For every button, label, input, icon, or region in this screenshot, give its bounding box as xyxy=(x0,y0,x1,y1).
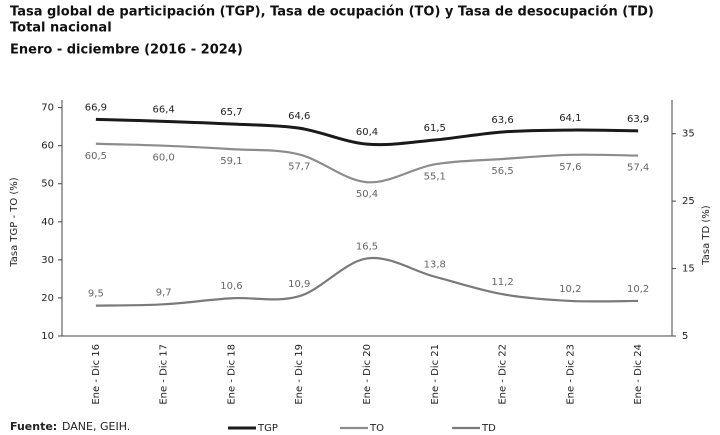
data-label: 50,4 xyxy=(356,189,378,200)
x-tick-label: Ene - Dic 19 xyxy=(294,344,305,405)
data-label: 60,4 xyxy=(356,127,378,138)
data-label: 64,6 xyxy=(288,111,310,122)
data-label: 66,9 xyxy=(85,102,107,113)
y-tick-label: 50 xyxy=(41,179,54,190)
legend-label: TD xyxy=(481,423,496,434)
data-label: 55,1 xyxy=(424,171,446,182)
x-tick-label: Ene - Dic 22 xyxy=(498,344,509,405)
data-label: 10,9 xyxy=(288,279,310,290)
legend-label: TO xyxy=(369,423,384,434)
x-tick-label: Ene - Dic 20 xyxy=(362,344,373,405)
x-tick-label: Ene - Dic 24 xyxy=(633,344,644,405)
y-tick-label: 10 xyxy=(41,331,54,342)
y2-tick-label: 25 xyxy=(682,196,695,207)
y-tick-label: 60 xyxy=(41,141,54,152)
data-label: 13,8 xyxy=(424,260,446,271)
x-tick-label: Ene - Dic 17 xyxy=(159,344,170,405)
data-label: 16,5 xyxy=(356,241,378,252)
chart-title: Tasa global de participación (TGP), Tasa… xyxy=(10,5,654,20)
x-tick-label: Ene - Dic 21 xyxy=(430,344,441,405)
data-label: 9,5 xyxy=(88,289,104,300)
x-tick-label: Ene - Dic 23 xyxy=(565,344,576,405)
data-label: 63,9 xyxy=(627,114,649,125)
x-tick-label: Ene - Dic 16 xyxy=(91,344,102,405)
line-to xyxy=(95,142,639,184)
data-label: 57,7 xyxy=(288,161,310,172)
source-label: Fuente: xyxy=(10,420,57,433)
chart-subtitle: Total nacional xyxy=(10,21,112,36)
data-label: 9,7 xyxy=(156,287,172,298)
source: DANE, GEIH. xyxy=(62,420,130,433)
x-tick-label: Ene - Dic 18 xyxy=(226,344,237,405)
data-label: 57,6 xyxy=(559,162,581,173)
data-label: 10,6 xyxy=(220,281,242,292)
data-label: 63,6 xyxy=(491,115,513,126)
chart-period: Enero - diciembre (2016 - 2024) xyxy=(10,43,243,58)
y-tick-label: 70 xyxy=(41,103,54,114)
y-tick-label: 30 xyxy=(41,255,54,266)
data-label: 56,5 xyxy=(491,166,513,177)
data-label: 64,1 xyxy=(559,113,581,124)
y2-axis-label: Tasa TD (%) xyxy=(701,205,712,265)
data-label: 60,0 xyxy=(153,153,175,164)
data-label: 57,4 xyxy=(627,163,649,174)
data-label: 60,5 xyxy=(85,151,107,162)
data-label: 11,2 xyxy=(491,277,513,288)
data-label: 65,7 xyxy=(220,107,242,118)
y-tick-label: 20 xyxy=(41,293,54,304)
y-tick-label: 40 xyxy=(41,217,54,228)
data-label: 61,5 xyxy=(424,123,446,134)
y2-tick-label: 15 xyxy=(682,264,695,275)
data-label: 66,4 xyxy=(153,104,175,115)
data-label: 10,2 xyxy=(559,284,581,295)
y2-tick-label: 35 xyxy=(682,129,695,140)
data-label: 59,1 xyxy=(220,156,242,167)
y2-tick-label: 5 xyxy=(682,331,688,342)
legend-label: TGP xyxy=(257,423,278,434)
data-label: 10,2 xyxy=(627,284,649,295)
y-axis-label: Tasa TGP - TO (%) xyxy=(9,177,20,268)
line-td xyxy=(95,256,639,307)
line-tgp xyxy=(95,117,639,147)
